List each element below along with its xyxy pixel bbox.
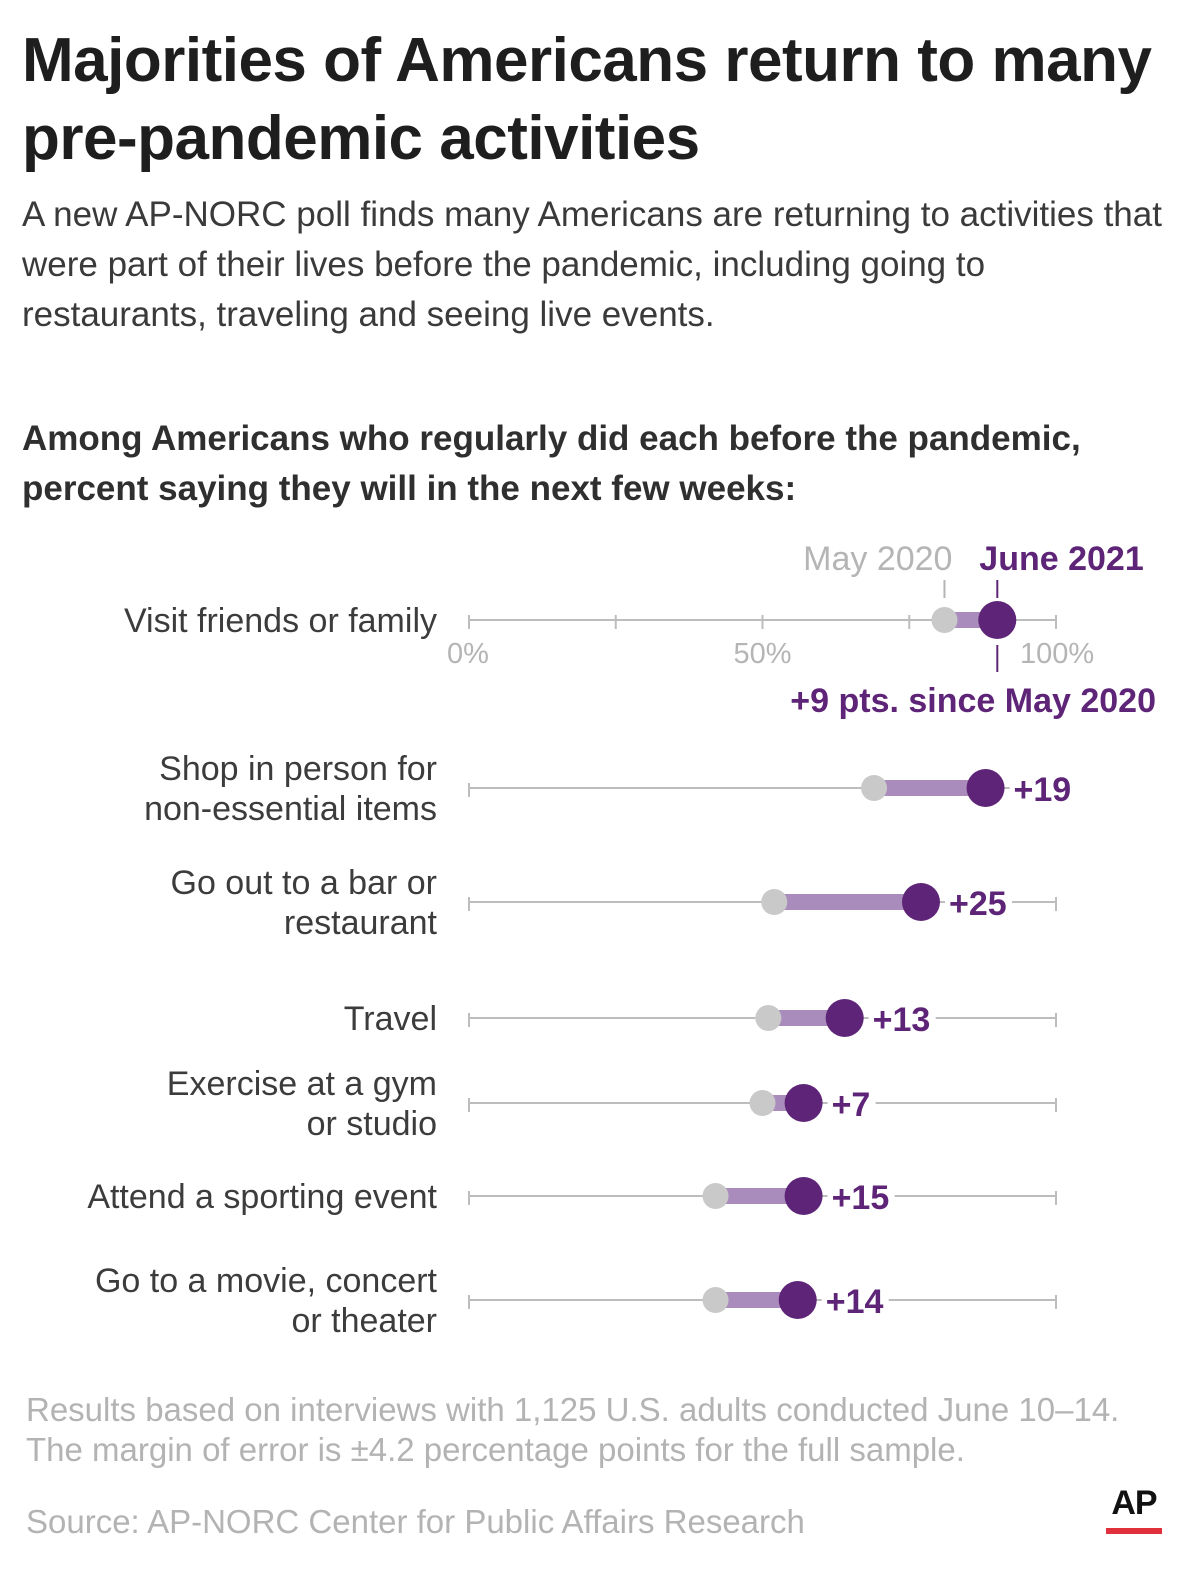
source-line: Source: AP-NORC Center for Public Affair… <box>26 1503 805 1540</box>
category-label: Visit friends or family <box>124 602 437 640</box>
change-label-bg <box>944 880 1012 920</box>
change-label-bg <box>827 1174 895 1214</box>
dot-may-2020 <box>931 607 958 633</box>
chart-row: +13 Travel <box>344 996 1057 1039</box>
dot-june-2021 <box>978 601 1017 639</box>
category-label: non-essential items <box>144 790 437 828</box>
ap-logo-text: AP <box>1111 1484 1157 1522</box>
change-label: +15 <box>832 1179 890 1217</box>
dot-may-2020 <box>702 1287 729 1313</box>
category-label: restaurant <box>284 904 438 942</box>
methodology-note: Results based on interviews with 1,125 U… <box>26 1391 1120 1468</box>
dot-may-2020 <box>702 1183 729 1209</box>
chart-row: Visit friends or family <box>124 601 1057 640</box>
dot-june-2021 <box>778 1281 817 1319</box>
change-label-bg <box>868 996 936 1036</box>
chart-row: +15 Attend a sporting event <box>87 1174 1057 1217</box>
category-label: Travel <box>344 1000 437 1038</box>
tick-label: 100% <box>1020 638 1094 670</box>
dot-may-2020 <box>761 889 788 915</box>
dot-june-2021 <box>784 1177 823 1215</box>
legend-label-may-2020: May 2020 <box>803 540 952 578</box>
chart-title: Majorities of Americans return to many p… <box>22 26 1152 173</box>
category-label: Shop in person for <box>159 750 437 788</box>
change-label: +19 <box>1014 771 1072 809</box>
category-label: Go to a movie, concert <box>95 1262 438 1300</box>
ap-logo-bar <box>1106 1528 1162 1534</box>
dot-june-2021 <box>901 883 940 921</box>
tick-label: 50% <box>733 638 791 670</box>
category-label: or theater <box>291 1302 437 1340</box>
dot-june-2021 <box>966 769 1005 807</box>
chart-subtitle: A new AP-NORC poll finds many Americans … <box>22 195 1162 334</box>
tick-label: 0% <box>447 638 489 670</box>
dot-june-2021 <box>825 999 864 1037</box>
category-label: Attend a sporting event <box>87 1178 437 1216</box>
ap-logo: AP <box>1106 1484 1162 1534</box>
change-label-bg <box>821 1278 889 1318</box>
change-label-bg <box>827 1081 876 1121</box>
change-annotation: +9 pts. since May 2020 <box>790 682 1156 720</box>
category-label: Go out to a bar or <box>171 864 438 902</box>
category-label: Exercise at a gym <box>167 1065 437 1103</box>
change-label: +14 <box>826 1283 884 1321</box>
change-label: +7 <box>832 1086 871 1124</box>
change-label: +25 <box>949 885 1007 923</box>
dot-plot-chart: Visit friends or family +19 Shop in person… <box>87 540 1156 1340</box>
dot-may-2020 <box>861 775 888 801</box>
dot-may-2020 <box>749 1090 776 1116</box>
change-label-bg <box>1009 766 1077 806</box>
change-label: +13 <box>873 1001 931 1039</box>
dot-june-2021 <box>784 1084 823 1122</box>
category-label: or studio <box>307 1105 437 1143</box>
dot-may-2020 <box>755 1005 782 1031</box>
legend-label-june-2021: June 2021 <box>979 540 1143 578</box>
chart-question: Among Americans who regularly did each b… <box>22 419 1081 508</box>
